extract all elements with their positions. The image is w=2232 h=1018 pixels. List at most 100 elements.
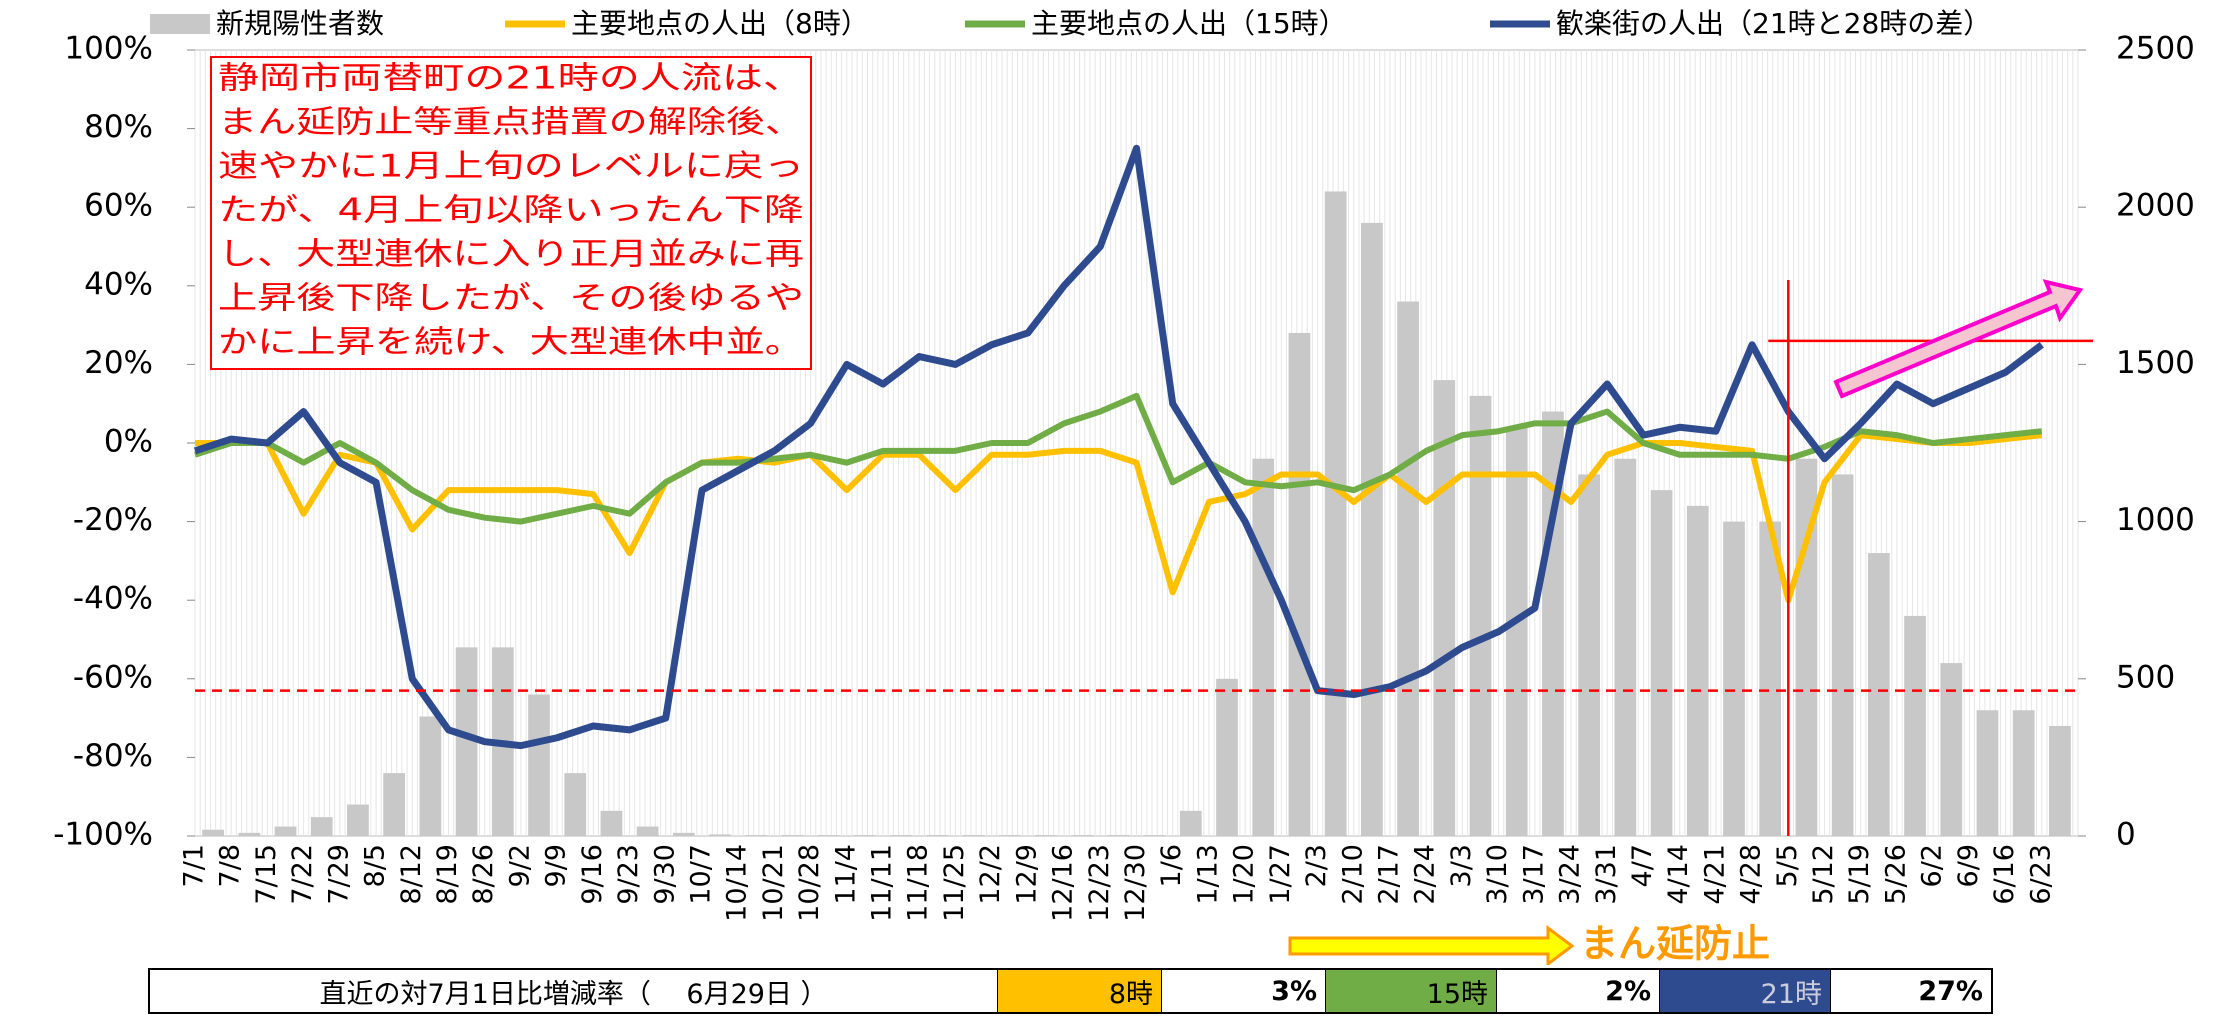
bar [202,829,224,836]
bar [998,835,1021,836]
bar [1107,835,1130,836]
line [193,144,2044,750]
x-tick-label: 6/23 [2025,844,2056,905]
x-tick-label: 5/26 [1880,844,1911,905]
bar [419,716,442,836]
x-tick-label: 3/17 [1518,844,1549,905]
x-tick-label: 12/30 [1120,844,1151,922]
x-tick-label: 11/4 [830,844,861,905]
y2-tick-label: 2500 [2116,31,2195,67]
y-tick-label: 100% [64,31,153,67]
legend-label: 歓楽街の人出（21時と28時の差） [1556,7,1991,40]
x-tick-label: 4/21 [1699,844,1730,905]
annotation-text: し、大型連休に入り正月並みに再 [218,237,804,273]
bar [600,810,623,836]
period-arrow [1288,925,1575,965]
line [195,432,2043,604]
summary-table: 直近の対7月1日比増減率（ 6月29日 ） 8時 3% 15時 2% 21時 2… [148,968,1993,1014]
x-tick-label: 9/9 [541,844,572,887]
x-tick-label: 8/12 [396,844,427,905]
x-tick-label: 9/2 [504,844,535,887]
table-cell: 2% [1497,970,1660,1012]
bar [962,835,985,836]
x-tick-label: 4/14 [1663,844,1694,905]
annotation-text: 速やかに1月上旬のレベルに戻っ [218,149,804,185]
x-tick-label: 11/25 [939,844,970,922]
x-tick-label: 9/16 [577,844,608,905]
bar [1650,490,1673,836]
x-tick-label: 9/30 [649,844,680,905]
table-cell: 3% [1162,970,1326,1012]
x-tick-label: 2/10 [1337,844,1368,905]
x-tick-label: 3/3 [1446,844,1477,887]
y-tick-label: -20% [73,502,153,538]
x-tick-label: 12/16 [1048,844,1079,922]
bar [745,835,768,836]
y2-tick-label: 1500 [2116,345,2195,381]
bar [1505,427,1528,836]
bar [564,773,587,836]
bar [1179,810,1202,836]
bar [274,826,297,836]
y-tick-label: 80% [84,109,153,145]
y2-tick-label: 2000 [2116,188,2195,224]
x-tick-label: 8/5 [360,844,391,887]
x-tick-label: 2/17 [1373,844,1404,905]
bar [310,817,333,836]
y-tick-label: 60% [84,188,153,224]
x-tick-label: 6/9 [1953,844,1984,887]
y-tick-label: -60% [73,659,153,695]
y-tick-label: 40% [84,266,153,302]
x-tick-label: 5/5 [1772,844,1803,887]
bar [781,835,804,836]
y2-tick-label: 1000 [2116,502,2195,538]
legend-label: 新規陽性者数 [216,7,384,40]
bar [1216,678,1238,836]
bar [1904,615,1926,836]
chart: -100% -80% -60% -40% -20% 0% 20% 40% 60% 80% 100% 0… [53,7,2195,965]
bar [2012,710,2035,836]
table-cell: 8時 [998,970,1162,1012]
bar [238,832,261,836]
x-tick-label: 2/3 [1301,844,1332,887]
bar [1361,222,1383,837]
x-tick-label: 11/11 [867,844,898,922]
x-tick-label: 4/7 [1627,844,1658,887]
x-tick-label: 8/19 [432,844,463,905]
x-tick-label: 3/10 [1482,844,1513,905]
x-tick-label: 10/21 [758,844,789,922]
annotation-text: 静岡市両替町の21時の人流は、 [218,61,804,97]
x-tick-label: 1/6 [1156,844,1187,887]
x-tick-label: 11/18 [903,844,934,922]
x-tick-label: 7/22 [287,844,318,905]
x-tick-label: 4/28 [1736,844,1767,905]
bar [1686,505,1709,836]
bar [528,694,550,836]
x-tick-label: 9/23 [613,844,644,905]
x-tick-label: 12/2 [975,844,1006,905]
bar [1831,474,1854,836]
y-tick-label: -100% [53,817,153,853]
bar [2049,725,2071,836]
bar [1143,835,1166,836]
bar [1324,191,1347,837]
bar [1614,458,1637,836]
bar [672,832,695,836]
bar [347,804,369,836]
x-tick-label: 3/24 [1555,844,1586,905]
x-tick-label: 10/7 [685,844,716,905]
x-tick-label: 12/23 [1084,844,1115,922]
y-tick-label: -40% [73,581,153,617]
bar [1578,474,1601,836]
bar [890,835,912,836]
annotation-text: まん延防止等重点措置の解除後、 [218,105,804,141]
bar [1397,301,1419,836]
bar [1035,835,1057,836]
legend-swatch [150,14,210,34]
bar [636,826,659,836]
bar [383,773,406,836]
y2-tick-label: 500 [2116,659,2175,695]
table-cell: 15時 [1326,970,1497,1012]
x-tick-label: 5/19 [1844,844,1875,905]
legend-label: 主要地点の人出（8時） [571,7,869,40]
